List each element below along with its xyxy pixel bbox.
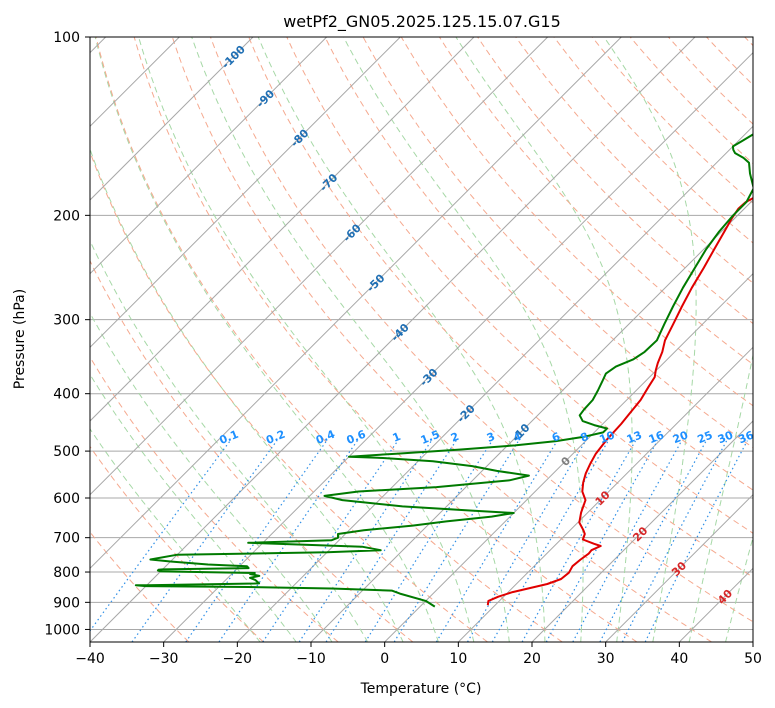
- mixing-ratio-label: 8: [578, 430, 590, 445]
- isotherm-line: [90, 37, 328, 275]
- axis-ticks: −40 −30 −20 −10 0 10 20 30 40 50 100 200 300 400 500 60…: [44, 30, 762, 667]
- dry-adiabat-line: [210, 37, 753, 623]
- mixing-ratio-line: [644, 440, 748, 642]
- sounding-traces: [134, 133, 753, 608]
- mixing-ratio-label: 20: [671, 428, 690, 446]
- isotherm-line: [90, 37, 475, 422]
- isotherm-line: [90, 37, 549, 496]
- mixing-ratio-line: [435, 440, 558, 642]
- mixing-ratio-line: [572, 440, 683, 642]
- mixing-ratio-label: 2: [449, 430, 461, 445]
- x-tick-label: −30: [149, 651, 179, 667]
- moist-adiabat-line: [257, 37, 546, 642]
- dry-adiabat-line: [95, 37, 563, 642]
- mixing-ratio-label: 36: [737, 428, 756, 446]
- isotherm-line: [384, 272, 753, 642]
- mixing-ratio-label: 1: [391, 430, 403, 445]
- moist-adiabat-line: [90, 427, 261, 642]
- dry-adiabat-line: [477, 37, 753, 325]
- isotherm-line: [90, 37, 254, 201]
- dry-adiabat-line: [171, 37, 712, 642]
- mixing-ratio-line: [90, 440, 231, 632]
- moist-adiabat-line: [90, 239, 369, 642]
- moist-adiabat-line: [725, 535, 753, 642]
- mixing-ratio-line: [364, 440, 493, 642]
- isotherms: [90, 37, 753, 642]
- moist-adiabat-line: [90, 373, 297, 642]
- x-axis-title: Temperature (°C): [360, 681, 482, 697]
- x-tick-label: −40: [75, 651, 105, 667]
- mixing-ratio-label: 10: [598, 428, 617, 446]
- x-tick-label: −10: [296, 651, 326, 667]
- dry-adiabat-line: [400, 37, 753, 407]
- dry-adiabat-line: [515, 37, 753, 284]
- moist-adiabat-line: [191, 37, 510, 642]
- dry-adiabat-line: [591, 37, 753, 204]
- mixing-ratio-label: 30: [716, 428, 735, 446]
- mixing-ratio-line: [621, 440, 728, 642]
- x-tick-label: −20: [223, 651, 253, 667]
- isotherm-line: [90, 37, 622, 570]
- moist-adiabat-line: [138, 37, 475, 642]
- mixing-ratio-line: [185, 440, 328, 642]
- isotherm-line: [236, 125, 753, 642]
- mixing-ratio-line: [393, 440, 520, 642]
- y-tick-label: 300: [53, 313, 80, 329]
- temperature-trace: [486, 197, 753, 606]
- moist-adiabat-line: [90, 147, 404, 642]
- dry-adiabat-line: [90, 445, 264, 642]
- y-tick-label: 900: [53, 595, 80, 611]
- x-tick-label: 0: [380, 651, 389, 667]
- isotherm-line: [531, 420, 753, 642]
- y-tick-label: 800: [53, 565, 80, 581]
- x-tick-label: 30: [597, 651, 615, 667]
- x-tick-label: 10: [449, 651, 467, 667]
- moist-adiabat-line: [688, 352, 753, 642]
- plot-background: [90, 37, 753, 642]
- y-tick-label: 700: [53, 531, 80, 547]
- y-tick-label: 600: [53, 491, 80, 507]
- y-tick-label: 500: [53, 444, 80, 460]
- x-tick-label: 20: [523, 651, 541, 667]
- moist-adiabat-line: [343, 37, 584, 642]
- mixing-ratio-label: 3: [485, 430, 497, 445]
- isotherm-line: [90, 37, 696, 642]
- y-tick-label: 400: [53, 387, 80, 403]
- isotherm-line: [90, 37, 401, 349]
- plot-frame: [89, 36, 754, 643]
- isotherm-line: [605, 493, 753, 642]
- dry-adiabat-line: [248, 37, 753, 578]
- dry-adiabat-line: [629, 37, 753, 165]
- x-tick-label: 40: [670, 651, 688, 667]
- isotherm-line: [752, 641, 753, 642]
- mixing-ratio-label: 13: [625, 428, 644, 446]
- y-tick-label: 100: [53, 30, 80, 46]
- isotherm-line: [163, 51, 753, 642]
- x-tick-label: 50: [744, 651, 762, 667]
- chart-title: wetPf2_GN05.2025.125.15.07.G15: [283, 12, 561, 32]
- dewpoint-trace: [134, 133, 753, 608]
- dry-adiabat-line: [133, 37, 638, 642]
- mixing-ratio-label: 25: [695, 428, 714, 446]
- dry-adiabat-line: [324, 37, 753, 491]
- mixing-ratio-line: [599, 440, 707, 642]
- y-tick-label: 200: [53, 208, 80, 224]
- y-axis-title: Pressure (hPa): [12, 289, 28, 389]
- mixing-ratio-line: [466, 440, 587, 642]
- y-tick-label: 1000: [44, 622, 80, 638]
- isotherm-line: [457, 346, 753, 642]
- mixing-ratio-line: [131, 440, 278, 642]
- mixing-ratio-label: 16: [647, 428, 666, 446]
- isotherm-line: [310, 199, 753, 642]
